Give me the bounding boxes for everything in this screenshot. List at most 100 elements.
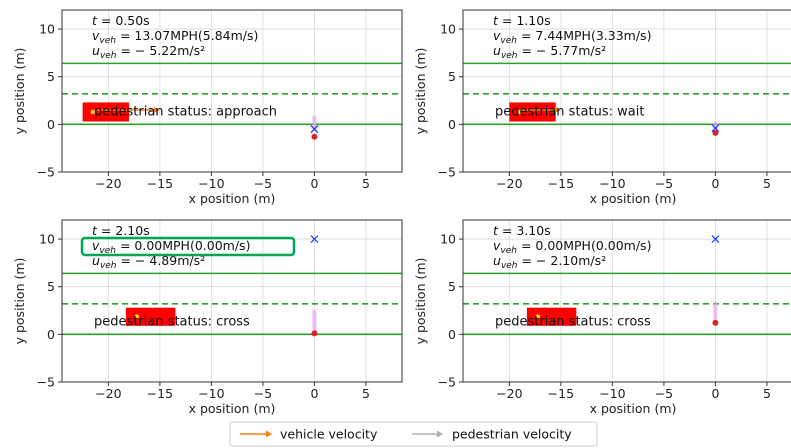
x-tick-label: −10 xyxy=(198,176,224,191)
pedestrian-goal-marker xyxy=(310,125,319,134)
y-axis-label: y position (m) xyxy=(413,258,428,345)
legend-pedestrian-velocity-label: pedestrian velocity xyxy=(452,427,572,442)
vehicle-box xyxy=(82,102,129,122)
vehicle-center-marker xyxy=(134,314,140,320)
y-tick-label: 0 xyxy=(448,327,456,342)
plot-data xyxy=(62,62,402,140)
x-tick-label: −15 xyxy=(548,176,574,191)
pedestrian-goal-marker xyxy=(711,124,720,133)
velocity-highlight-box xyxy=(80,236,296,257)
x-tick-label: −15 xyxy=(548,386,574,401)
annotation-time: t = 0.50s xyxy=(92,13,150,28)
annotation-acceleration: uveh = − 4.89m/s² xyxy=(92,253,205,271)
vehicle-box xyxy=(509,102,556,122)
y-axis-label: y position (m) xyxy=(12,258,27,345)
y-tick-label: −5 xyxy=(438,375,456,390)
annotation-acceleration: uveh = − 5.77m/s² xyxy=(493,43,606,61)
annotation-velocity: vveh = 0.00MPH(0.00m/s) xyxy=(92,238,250,256)
plot-frame xyxy=(61,219,403,383)
y-tick-label: 10 xyxy=(440,232,456,247)
subplot-4: −20 −15 −10 −5 0 5 −5 0 5 10 x position (m) y posit… xyxy=(413,219,791,416)
x-axis-label: x position (m) xyxy=(189,401,276,416)
y-tick-label: 5 xyxy=(448,279,456,294)
pedestrian-status: pedestrian status: wait xyxy=(495,104,644,119)
annotation-velocity: vveh = 13.07MPH(5.84m/s) xyxy=(92,28,258,46)
y-tick-label: 0 xyxy=(448,117,456,132)
x-axis-label: x position (m) xyxy=(590,191,677,206)
pedestrian-marker xyxy=(311,330,318,337)
pedestrian-goal-marker xyxy=(711,235,720,244)
x-tick-label: −10 xyxy=(599,386,625,401)
x-tick-label: −20 xyxy=(95,176,121,191)
vehicle-velocity-arrowhead xyxy=(153,107,160,114)
x-tick-label: 5 xyxy=(763,176,771,191)
legend-vehicle-velocity-arrowhead xyxy=(266,430,272,438)
x-axis-label: x position (m) xyxy=(189,191,276,206)
vehicle-center-marker xyxy=(517,109,522,115)
plot-frame xyxy=(61,9,403,173)
x-tick-label: 0 xyxy=(310,386,318,401)
plot-data xyxy=(463,235,791,336)
subplot-3: −20 −15 −10 −5 0 5 −5 0 5 10 x position (m) y posit… xyxy=(12,219,403,416)
vehicle-box xyxy=(526,307,577,326)
x-tick-label: −20 xyxy=(496,176,522,191)
y-tick-label: −5 xyxy=(37,165,55,180)
annotation-time: t = 3.10s xyxy=(493,223,551,238)
y-axis-label: y position (m) xyxy=(12,48,27,135)
x-axis-label: x position (m) xyxy=(590,401,677,416)
legend-pedestrian-velocity-arrowhead xyxy=(437,430,443,438)
pedestrian-status: pedestrian status: cross xyxy=(94,314,250,329)
x-tick-label: −10 xyxy=(198,386,224,401)
annotation-acceleration: uveh = − 2.10m/s² xyxy=(493,253,606,271)
y-tick-label: 10 xyxy=(440,22,456,37)
annotation-time: t = 1.10s xyxy=(493,13,551,28)
plot-background xyxy=(463,10,791,172)
annotation-velocity: vveh = 7.44MPH(3.33m/s) xyxy=(493,28,651,46)
annotation-acceleration: uveh = − 5.22m/s² xyxy=(92,43,205,61)
subplot-1: −20 −15 −10 −5 0 5 −5 0 5 10 x position (m) y posit… xyxy=(12,9,403,206)
x-tick-label: −5 xyxy=(655,176,673,191)
plot-frame xyxy=(462,9,791,173)
x-tick-label: 0 xyxy=(711,176,719,191)
x-tick-label: −5 xyxy=(254,386,272,401)
plot-data xyxy=(62,235,402,337)
x-tick-label: −5 xyxy=(655,386,673,401)
plot-frame xyxy=(462,219,791,383)
x-tick-label: −15 xyxy=(147,386,173,401)
y-tick-label: −5 xyxy=(438,165,456,180)
vehicle-center-marker xyxy=(535,314,541,320)
y-tick-label: 0 xyxy=(47,327,55,342)
y-tick-label: 10 xyxy=(39,232,55,247)
legend: vehicle velocity pedestrian velocity xyxy=(229,421,598,447)
x-tick-label: −10 xyxy=(599,176,625,191)
y-tick-label: 5 xyxy=(47,279,55,294)
x-tick-label: −5 xyxy=(254,176,272,191)
x-tick-label: −20 xyxy=(95,386,121,401)
pedestrian-status: pedestrian status: cross xyxy=(495,314,651,329)
vehicle-velocity-arrowhead xyxy=(554,107,561,114)
x-tick-label: 0 xyxy=(310,176,318,191)
legend-vehicle-velocity-label: vehicle velocity xyxy=(280,427,378,442)
subplot-2: −20 −15 −10 −5 0 5 −5 0 5 10 x position (m) y posit… xyxy=(413,9,791,206)
pedestrian-marker xyxy=(712,319,719,326)
vehicle-center-marker xyxy=(90,109,96,115)
y-tick-label: 5 xyxy=(47,69,55,84)
y-axis-label: y position (m) xyxy=(413,48,428,135)
annotation-velocity: vveh = 0.00MPH(0.00m/s) xyxy=(493,238,651,256)
x-tick-label: 5 xyxy=(362,386,370,401)
x-tick-label: 5 xyxy=(763,386,771,401)
y-tick-label: 5 xyxy=(448,69,456,84)
x-tick-label: 5 xyxy=(362,176,370,191)
annotation-time: t = 2.10s xyxy=(92,223,150,238)
y-tick-label: 10 xyxy=(39,22,55,37)
pedestrian-marker xyxy=(712,129,719,136)
pedestrian-goal-marker xyxy=(310,235,319,244)
plot-background xyxy=(62,10,402,172)
plot-background xyxy=(62,220,402,382)
x-tick-label: −20 xyxy=(496,386,522,401)
plot-background xyxy=(463,220,791,382)
pedestrian-status: pedestrian status: approach xyxy=(94,104,277,119)
plot-data xyxy=(463,62,791,136)
vehicle-box xyxy=(125,307,176,326)
y-tick-label: 0 xyxy=(47,117,55,132)
